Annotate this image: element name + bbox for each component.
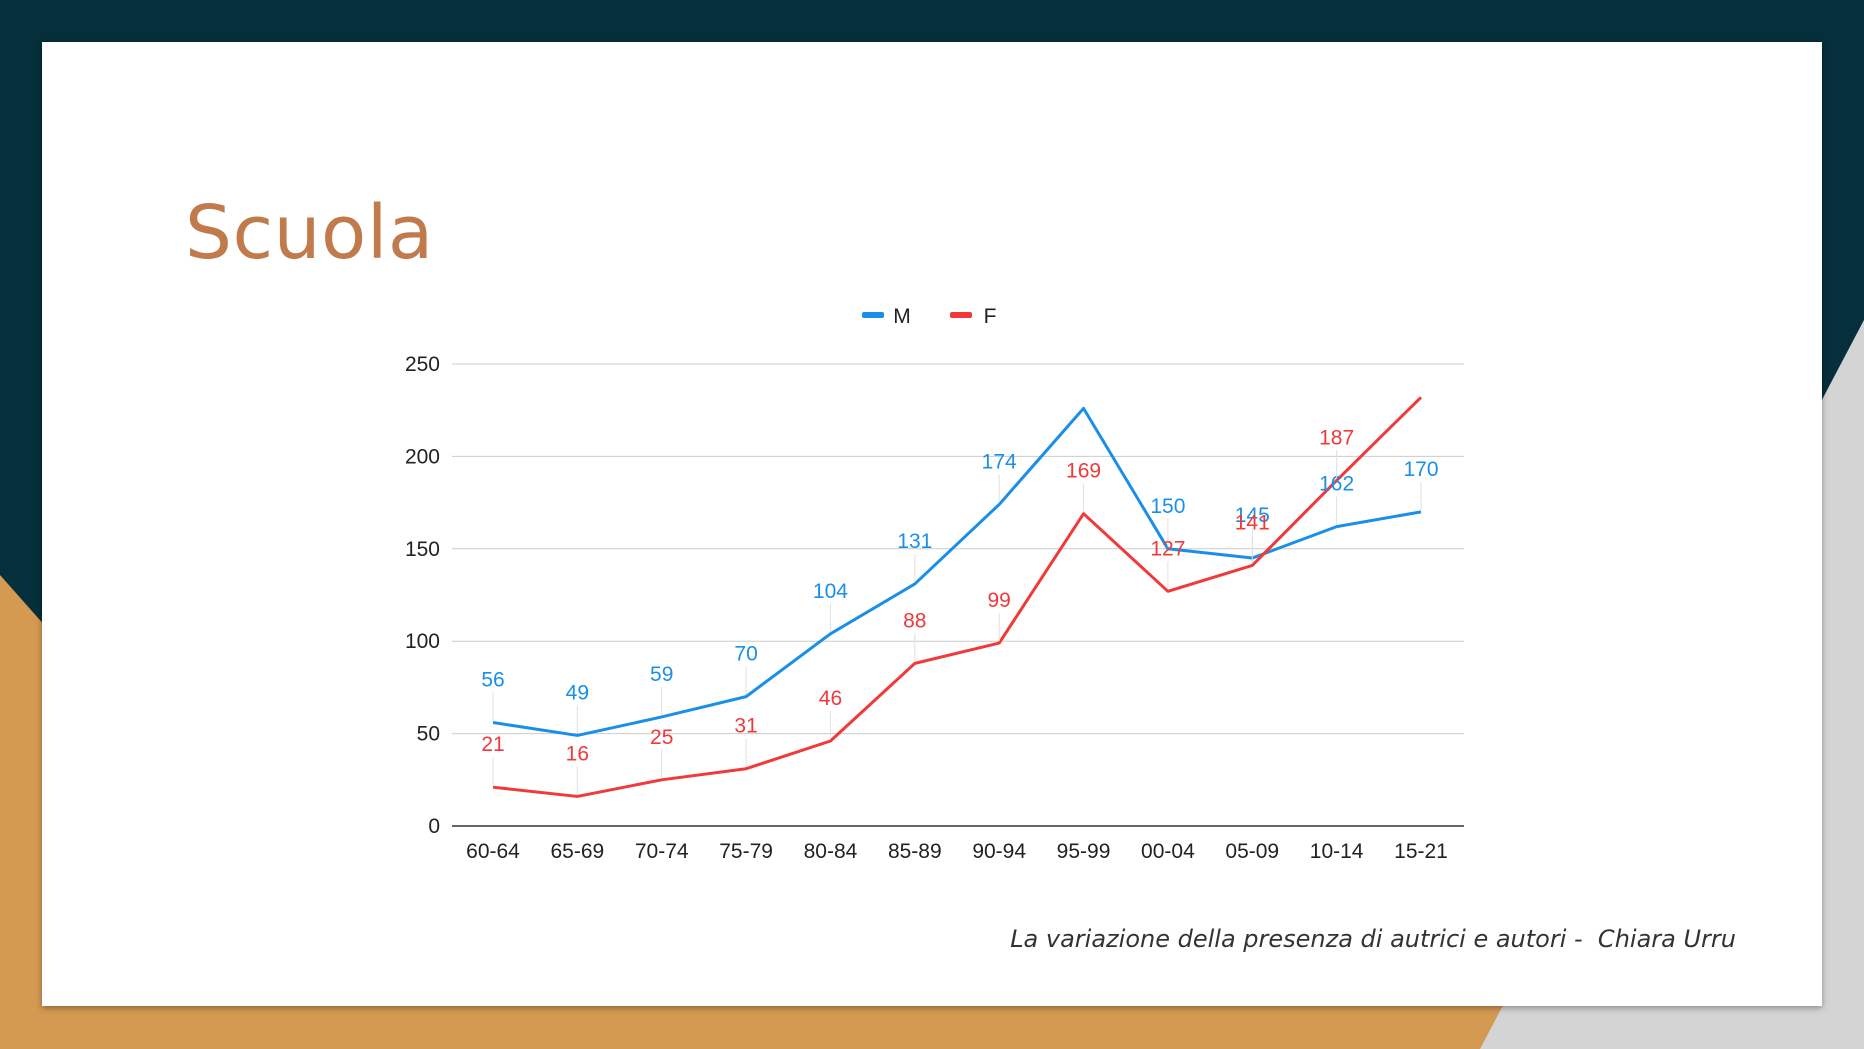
data-label-m: 59 [650,663,673,686]
data-label-f: 25 [650,726,673,749]
data-label-f: 21 [481,733,504,756]
y-tick-label: 0 [428,815,440,838]
x-tick-label: 85-89 [888,840,942,863]
x-tick-label: 05-09 [1225,840,1279,863]
data-label-f: 169 [1066,460,1101,483]
data-label-m: 150 [1150,495,1185,518]
x-tick-label: 00-04 [1141,840,1195,863]
series-line-m [492,406,1422,737]
x-tick-label: 95-99 [1057,840,1111,863]
data-label-f: 127 [1150,537,1185,560]
data-label-m: 170 [1403,458,1438,481]
data-label-m: 104 [813,580,848,603]
data-label-m: 49 [566,681,589,704]
x-tick-label: 80-84 [804,840,858,863]
x-tick-label: 70-74 [635,840,689,863]
legend-label-f: F [984,305,997,328]
data-label-m: 145 [1235,504,1270,527]
legend-swatch-m [862,312,884,318]
x-tick-label: 65-69 [551,840,605,863]
y-tick-label: 100 [405,630,440,653]
y-tick-label: 200 [405,445,440,468]
data-label-f: 46 [819,687,842,710]
x-tick-label: 75-79 [719,840,773,863]
y-tick-label: 250 [405,353,440,376]
series-line-f [492,396,1423,798]
legend-label-m: M [893,305,911,328]
slide-caption: La variazione della presenza di autrici … [1010,925,1736,953]
y-tick-label: 50 [417,723,440,746]
slide-title: Scuola [185,190,434,276]
data-label-m: 174 [982,450,1017,473]
data-label-f: 141 [1235,511,1270,534]
data-label-f: 31 [734,715,757,738]
x-tick-label: 90-94 [972,840,1026,863]
x-tick-label: 15-21 [1394,840,1448,863]
data-label-m: 70 [734,643,757,666]
x-tick-label: 10-14 [1310,840,1364,863]
y-tick-label: 150 [405,538,440,561]
data-label-f: 187 [1319,426,1354,449]
data-label-f: 16 [566,742,589,765]
slide: Scuola La variazione della presenza di a… [42,42,1822,1006]
data-label-m: 131 [897,530,932,553]
legend-swatch-f [950,312,972,318]
data-label-m: 56 [481,669,504,692]
data-label-f: 99 [988,589,1011,612]
x-tick-label: 60-64 [466,840,520,863]
data-label-f: 88 [903,609,926,632]
data-label-m: 162 [1319,473,1354,496]
